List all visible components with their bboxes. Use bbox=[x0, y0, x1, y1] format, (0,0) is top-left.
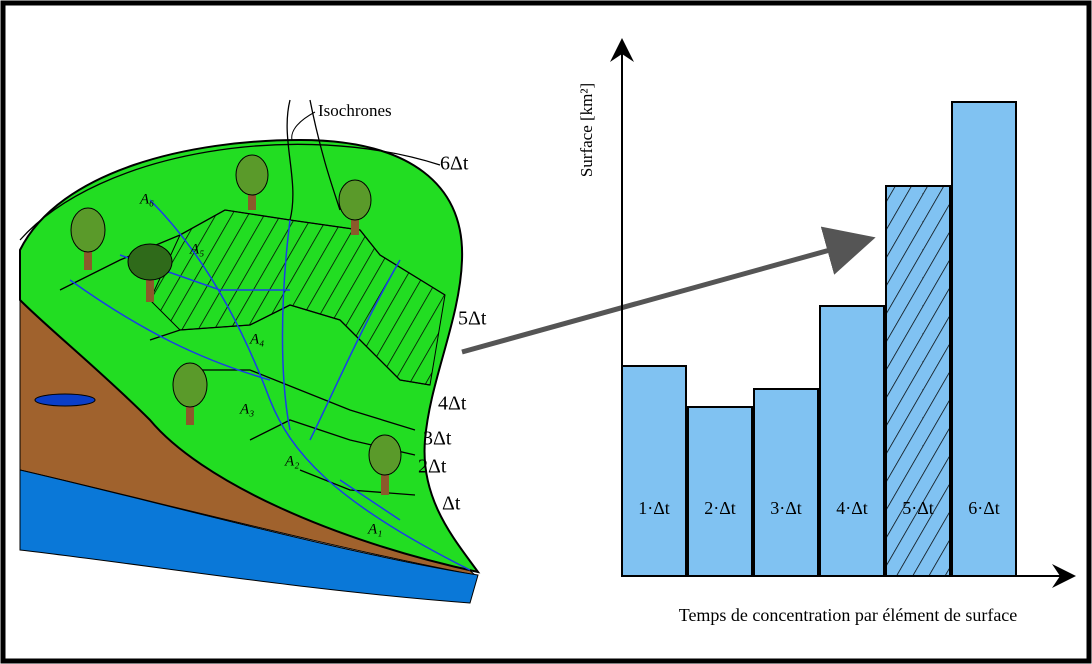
bar-label: 1·Δt bbox=[638, 498, 670, 518]
bar-label: 3·Δt bbox=[770, 498, 802, 518]
bar bbox=[687, 406, 753, 577]
chart: Surface [km²] Temps de concentration par… bbox=[577, 38, 1076, 625]
bar bbox=[621, 365, 687, 577]
area-label: A₃ bbox=[239, 401, 254, 417]
area-label: A₄ bbox=[249, 331, 264, 347]
bar-label: 6·Δt bbox=[968, 498, 1000, 518]
area-label: A₅ bbox=[189, 241, 204, 257]
isochrone-label: 2Δt bbox=[418, 456, 447, 478]
isochrone-label: 5Δt bbox=[458, 308, 487, 330]
bar-label: 4·Δt bbox=[836, 498, 868, 518]
bar-label: 5·Δt bbox=[902, 498, 934, 518]
x-axis-label: Temps de concentration par élément de su… bbox=[679, 605, 1018, 625]
isochrone-label: 3Δt bbox=[423, 428, 452, 450]
area-label: A₂ bbox=[284, 453, 299, 469]
lake bbox=[34, 393, 96, 407]
river bbox=[19, 469, 479, 604]
bar-hatch bbox=[886, 186, 950, 576]
area-label: A₆ bbox=[139, 191, 154, 207]
isochrone-label: 4Δt bbox=[438, 393, 467, 415]
catchment: Isochrones bbox=[19, 99, 481, 604]
bar bbox=[951, 101, 1017, 577]
isochrone-label: Δt bbox=[442, 493, 461, 515]
area-label: A₁ bbox=[367, 521, 382, 537]
isochrone-label: 6Δt bbox=[440, 153, 469, 175]
isochrones-label: Isochrones bbox=[318, 101, 392, 120]
bar bbox=[819, 305, 885, 577]
bar bbox=[753, 388, 819, 577]
leader bbox=[291, 111, 316, 141]
arrow bbox=[461, 226, 876, 355]
y-axis-label: Surface [km²] bbox=[577, 83, 596, 177]
streams bbox=[69, 199, 471, 571]
bar-label: 2·Δt bbox=[704, 498, 736, 518]
trees bbox=[70, 154, 402, 495]
